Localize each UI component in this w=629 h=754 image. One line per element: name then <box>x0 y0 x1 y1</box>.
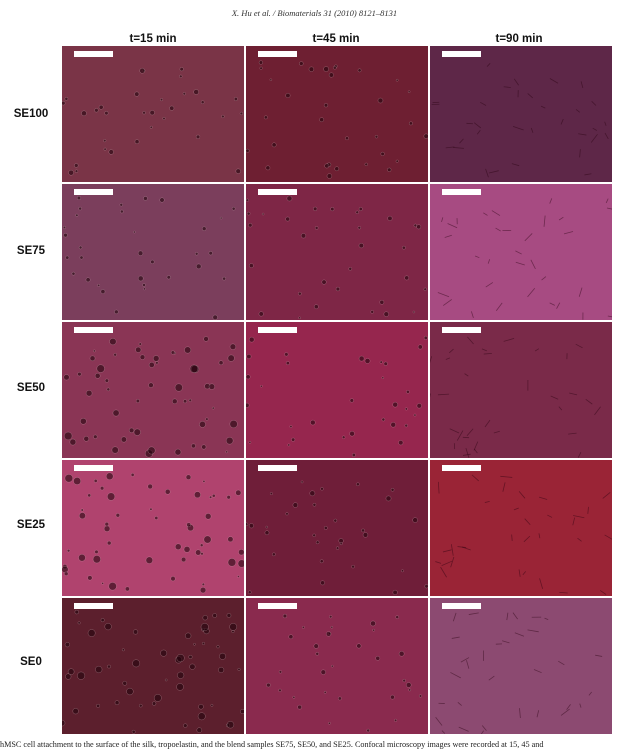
micrograph-se75-t45 <box>246 184 428 320</box>
column-label-t15: t=15 min <box>129 33 177 45</box>
scale-bar <box>258 465 297 471</box>
scale-bar <box>442 189 481 195</box>
scale-bar <box>74 189 113 195</box>
cell-texture <box>246 195 427 320</box>
scale-bar <box>442 51 481 57</box>
cell-texture <box>435 474 612 595</box>
micrograph-grid <box>62 46 612 734</box>
row-label-se25: SE25 <box>16 519 46 531</box>
micrograph-se25-t45 <box>246 460 428 596</box>
cell-texture <box>246 335 428 457</box>
running-header: X. Hu et al. / Biomaterials 31 (2010) 81… <box>231 8 398 18</box>
cell-texture <box>431 63 609 178</box>
scale-bar <box>442 603 481 609</box>
micrograph-se0-t45 <box>246 598 428 734</box>
cell-texture <box>62 609 244 734</box>
scale-bar <box>74 465 113 471</box>
cell-texture <box>63 336 238 458</box>
cell-texture <box>246 480 428 595</box>
cell-texture <box>246 60 428 179</box>
micrograph-se0-t15 <box>62 598 244 734</box>
row-label-se75: SE75 <box>16 245 46 257</box>
scale-bar <box>442 327 481 333</box>
micrograph-se0-t90 <box>430 598 612 734</box>
micrograph-se25-t90 <box>430 460 612 596</box>
figure-caption: hMSC cell attachment to the surface of t… <box>0 740 544 749</box>
scale-bar <box>74 603 113 609</box>
micrograph-se100-t90 <box>430 46 612 182</box>
column-label-t90: t=90 min <box>495 33 543 45</box>
scale-bar <box>74 327 113 333</box>
scale-bar <box>442 465 481 471</box>
cell-texture <box>266 613 423 733</box>
micrograph-se100-t15 <box>62 46 244 182</box>
micrograph-se50-t15 <box>62 322 244 458</box>
scale-bar <box>258 51 297 57</box>
row-label-se0: SE0 <box>20 656 42 668</box>
micrograph-se100-t45 <box>246 46 428 182</box>
cell-texture <box>62 472 244 594</box>
row-label-se50: SE50 <box>16 382 46 394</box>
cell-texture <box>63 195 236 320</box>
micrograph-se25-t15 <box>62 460 244 596</box>
micrograph-se50-t45 <box>246 322 428 458</box>
column-label-t45: t=45 min <box>312 33 360 45</box>
micrograph-se50-t90 <box>430 322 612 458</box>
cell-texture <box>435 612 603 734</box>
micrograph-se75-t15 <box>62 184 244 320</box>
cell-texture <box>437 198 612 320</box>
row-label-se100: SE100 <box>13 108 49 120</box>
micrograph-se75-t90 <box>430 184 612 320</box>
cell-texture <box>430 336 601 458</box>
cell-texture <box>62 67 244 176</box>
scale-bar <box>258 327 297 333</box>
scale-bar <box>74 51 113 57</box>
scale-bar <box>258 603 297 609</box>
scale-bar <box>258 189 297 195</box>
